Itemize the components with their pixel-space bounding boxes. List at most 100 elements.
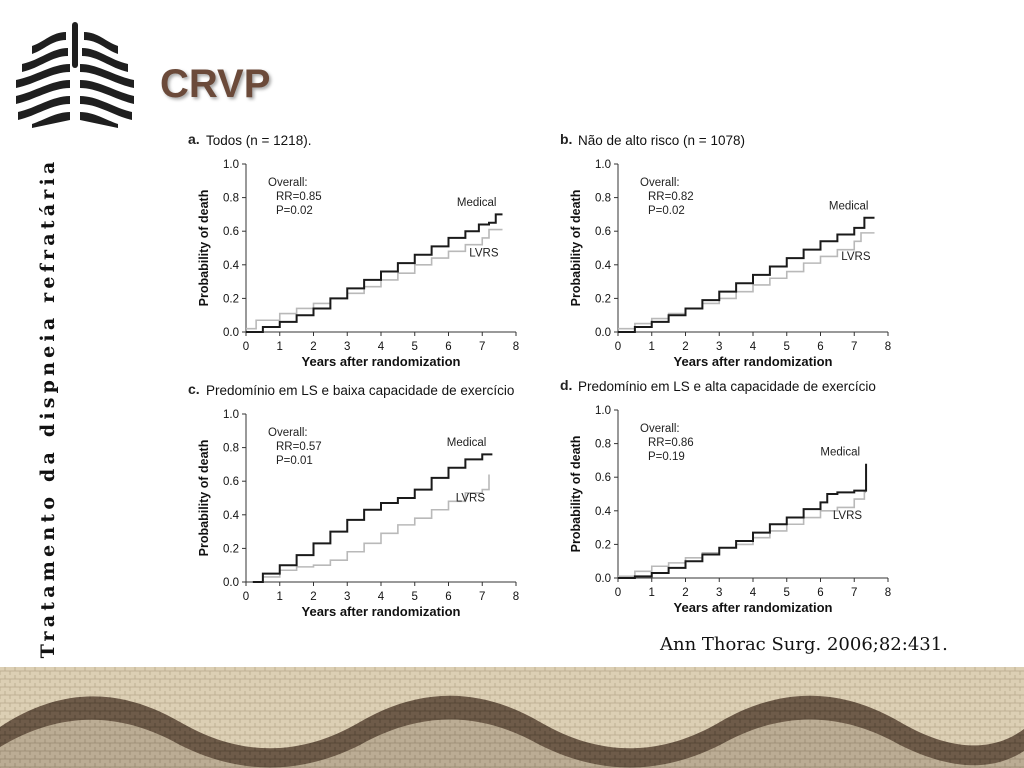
chart-title: Predomínio em LS e alta capacidade de ex… <box>578 379 876 394</box>
citation: Ann Thorac Surg. 2006;82:431. <box>660 634 948 655</box>
y-axis-label: Probability of death <box>197 440 211 557</box>
x-tick-label: 4 <box>750 587 757 599</box>
y-tick-label: 0.2 <box>595 539 611 551</box>
overall-label: Overall: <box>268 177 308 189</box>
x-tick-label: 8 <box>513 591 519 603</box>
y-tick-label: 0.8 <box>595 193 611 205</box>
legend-label-medical: Medical <box>829 200 869 212</box>
x-axis-label: Years after randomization <box>674 354 833 369</box>
panel-letter: b. <box>560 131 572 147</box>
x-tick-label: 1 <box>277 591 283 603</box>
p-value-label: P=0.01 <box>276 455 313 467</box>
y-tick-label: 0.2 <box>595 293 611 305</box>
x-tick-label: 7 <box>851 341 857 353</box>
overall-label: Overall: <box>268 427 308 439</box>
panel-letter: a. <box>188 131 200 147</box>
x-tick-label: 8 <box>513 341 519 353</box>
crvp-logo <box>16 22 134 128</box>
y-tick-label: 0.0 <box>223 327 239 339</box>
x-tick-label: 6 <box>817 341 823 353</box>
y-tick-label: 0.4 <box>595 260 612 272</box>
y-tick-label: 0.0 <box>595 327 611 339</box>
y-tick-label: 1.0 <box>595 159 611 171</box>
x-tick-label: 7 <box>479 341 485 353</box>
y-tick-label: 0.4 <box>223 260 240 272</box>
legend-label-lvrs: LVRS <box>469 247 499 259</box>
y-tick-label: 1.0 <box>223 159 239 171</box>
series-line-lvrs <box>618 491 867 578</box>
x-tick-label: 2 <box>682 341 688 353</box>
x-axis-label: Years after randomization <box>302 354 461 369</box>
y-axis-label: Probability of death <box>569 436 583 553</box>
y-tick-label: 0.6 <box>595 226 611 238</box>
chart-panel-b: b. Não de alto risco (n = 1078) 0.0 0.2 0.4 0… <box>560 131 891 369</box>
overall-label: Overall: <box>640 177 680 189</box>
legend-label-medical: Medical <box>820 446 860 458</box>
page-title: CRVP <box>160 62 271 106</box>
x-tick-label: 1 <box>649 587 655 599</box>
x-tick-label: 5 <box>412 341 418 353</box>
y-tick-label: 0.4 <box>595 506 612 518</box>
y-tick-label: 0.0 <box>223 577 239 589</box>
x-tick-label: 0 <box>243 591 249 603</box>
series-line-lvrs <box>252 474 490 583</box>
y-tick-label: 0.8 <box>595 439 611 451</box>
legend-label-medical: Medical <box>447 437 487 449</box>
y-tick-label: 0.2 <box>223 543 239 555</box>
y-tick-label: 1.0 <box>595 405 611 417</box>
rr-label: RR=0.57 <box>276 441 322 453</box>
chart-panel-a: a. Todos (n = 1218). 0.0 0.2 0.4 0.6 0.8 1.0 0 1 2… <box>188 131 519 369</box>
chart-panel-d: d. Predomínio em LS e alta capacidade de … <box>560 377 891 615</box>
y-axis-label: Probability of death <box>197 190 211 307</box>
x-tick-label: 6 <box>817 587 823 599</box>
series-line-medical <box>252 453 493 583</box>
x-tick-label: 2 <box>682 587 688 599</box>
legend-label-lvrs: LVRS <box>456 492 486 504</box>
x-tick-label: 8 <box>885 587 891 599</box>
x-tick-label: 3 <box>716 341 722 353</box>
chart-title: Todos (n = 1218). <box>206 133 311 148</box>
y-tick-label: 0.6 <box>223 226 239 238</box>
overall-label: Overall: <box>640 423 680 435</box>
x-tick-label: 6 <box>445 341 451 353</box>
chart-panel-c: c. Predomínio em LS e baixa capacidade de… <box>188 381 519 619</box>
series-line-medical <box>246 213 503 333</box>
y-tick-label: 0.2 <box>223 293 239 305</box>
y-tick-label: 0.4 <box>223 510 240 522</box>
legend-label-lvrs: LVRS <box>841 251 871 263</box>
x-tick-label: 3 <box>716 587 722 599</box>
x-tick-label: 2 <box>310 591 316 603</box>
x-tick-label: 7 <box>851 587 857 599</box>
x-tick-label: 7 <box>479 591 485 603</box>
y-tick-label: 0.0 <box>595 573 611 585</box>
chart-title: Não de alto risco (n = 1078) <box>578 133 745 148</box>
legend-label-lvrs: LVRS <box>833 510 863 522</box>
rr-label: RR=0.86 <box>648 437 694 449</box>
series-line-lvrs <box>618 232 875 330</box>
x-tick-label: 5 <box>784 341 790 353</box>
y-tick-label: 1.0 <box>223 409 239 421</box>
x-tick-label: 6 <box>445 591 451 603</box>
x-tick-label: 4 <box>750 341 757 353</box>
x-tick-label: 3 <box>344 591 350 603</box>
panel-letter: c. <box>188 381 200 397</box>
y-tick-label: 0.6 <box>223 476 239 488</box>
x-tick-label: 3 <box>344 341 350 353</box>
x-tick-label: 0 <box>615 587 621 599</box>
y-tick-label: 0.8 <box>223 443 239 455</box>
x-axis-label: Years after randomization <box>302 604 461 619</box>
chart-title: Predomínio em LS e baixa capacidade de e… <box>206 383 514 398</box>
x-tick-label: 5 <box>412 591 418 603</box>
x-tick-label: 1 <box>649 341 655 353</box>
rr-label: RR=0.85 <box>276 191 322 203</box>
legend-label-medical: Medical <box>457 197 497 209</box>
y-tick-label: 0.6 <box>595 472 611 484</box>
series-line-medical <box>618 463 868 579</box>
p-value-label: P=0.02 <box>648 205 685 217</box>
x-tick-label: 0 <box>615 341 621 353</box>
p-value-label: P=0.02 <box>276 205 313 217</box>
p-value-label: P=0.19 <box>648 451 685 463</box>
x-tick-label: 1 <box>277 341 283 353</box>
vertical-subtitle: Tratamento da dispneia refratária <box>37 157 59 659</box>
y-axis-label: Probability of death <box>569 190 583 307</box>
